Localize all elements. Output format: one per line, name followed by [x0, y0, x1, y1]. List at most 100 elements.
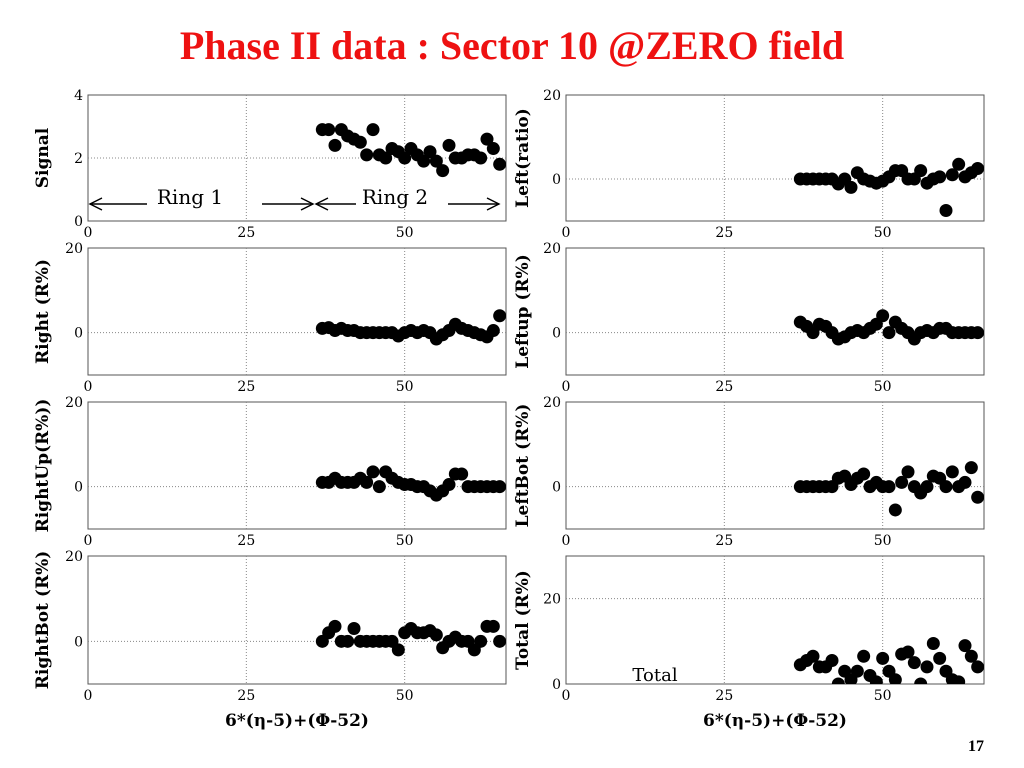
x-tick-label: 25	[237, 533, 255, 549]
x-tick-label: 0	[84, 379, 93, 395]
data-point	[391, 643, 405, 657]
chart-rightup: 0 25 50 0 20 RightUp(R%))	[33, 395, 507, 549]
data-point	[417, 154, 431, 168]
ring1-left-arrow-head	[88, 197, 103, 211]
data-point	[831, 677, 845, 684]
plot-frame	[565, 247, 985, 376]
x-tick-label: 0	[84, 533, 93, 549]
y-axis-label: Right (R%)	[33, 259, 53, 364]
data-point	[939, 204, 953, 217]
data-point	[455, 467, 469, 481]
x-tick-label: 50	[874, 225, 892, 241]
x-tick-label: 50	[396, 688, 414, 704]
ring2-left-arrow-head	[314, 197, 329, 211]
data-point	[360, 475, 374, 489]
data-point	[366, 465, 380, 479]
data-point	[964, 649, 978, 663]
data-point	[328, 138, 342, 152]
y-tick-label: 20	[65, 241, 83, 257]
data-point	[952, 157, 966, 171]
data-point	[876, 309, 890, 323]
data-point	[429, 154, 443, 168]
data-point	[958, 639, 972, 653]
plot-frame	[565, 94, 985, 222]
y-tick-label: 20	[543, 88, 561, 104]
data-points	[315, 465, 506, 502]
data-point	[825, 654, 839, 668]
data-point	[493, 309, 506, 323]
x-tick-label: 50	[396, 379, 414, 395]
data-point	[322, 123, 336, 137]
page-number: 17	[968, 738, 984, 755]
x-tick-label: 25	[715, 688, 733, 704]
data-point	[486, 619, 500, 633]
slide-title: Phase II data : Sector 10 @ZERO field	[179, 23, 845, 68]
chart-leftup: 0 25 50 0 20 Leftup (R%)	[513, 241, 985, 395]
data-point	[952, 675, 966, 684]
x-tick-label: 0	[562, 225, 571, 241]
x-axis-label: 6*(η-5)+(Φ-52)	[225, 711, 369, 731]
data-point	[806, 649, 820, 663]
y-tick-label: 20	[543, 592, 561, 608]
y-tick-label: 0	[552, 172, 561, 188]
data-point	[901, 645, 915, 659]
data-point	[920, 480, 934, 494]
data-point	[480, 132, 494, 146]
data-point	[493, 157, 506, 171]
x-tick-label: 50	[396, 225, 414, 241]
y-axis-label: RightBot (R%)	[33, 551, 53, 690]
data-point	[876, 651, 890, 665]
y-axis-label: RightUp(R%))	[33, 399, 53, 533]
y-tick-label: 20	[543, 395, 561, 411]
x-tick-label: 25	[715, 379, 733, 395]
chart-total: 0 25 50 0 20 Total (R%) 6*(η-5)+(Φ-52) Total	[513, 555, 985, 731]
data-points	[793, 636, 984, 684]
x-axis-label: 6*(η-5)+(Φ-52)	[703, 711, 847, 731]
plot-frame	[87, 401, 507, 530]
data-point	[442, 138, 456, 152]
x-tick-label: 25	[715, 225, 733, 241]
data-point	[436, 164, 450, 178]
data-point	[850, 664, 864, 678]
data-point	[869, 675, 883, 684]
data-point	[914, 677, 928, 684]
data-point	[429, 628, 443, 642]
data-point	[939, 480, 953, 494]
data-point	[353, 135, 367, 149]
x-tick-label: 0	[562, 379, 571, 395]
data-point	[933, 170, 947, 184]
data-point	[474, 151, 488, 165]
data-point	[958, 475, 972, 489]
y-tick-label: 0	[552, 326, 561, 342]
x-tick-label: 50	[874, 688, 892, 704]
x-tick-label: 25	[715, 533, 733, 549]
data-point	[895, 475, 909, 489]
data-points	[793, 461, 984, 517]
y-axis-label: Left(ratio)	[513, 108, 533, 208]
y-axis-label: Leftup (R%)	[513, 254, 533, 368]
x-tick-label: 0	[84, 225, 93, 241]
x-tick-label: 25	[237, 688, 255, 704]
plot-frame	[565, 555, 985, 685]
data-point	[901, 465, 915, 479]
ring1-right-arrow-head	[300, 197, 315, 211]
y-tick-label: 0	[552, 480, 561, 496]
data-point	[423, 145, 437, 159]
y-tick-label: 20	[65, 549, 83, 565]
chart-right: 0 25 50 0 20 Right (R%)	[33, 241, 507, 395]
data-points	[315, 619, 506, 657]
data-point	[341, 634, 355, 648]
chart-leftbot: 0 25 50 0 20 LeftBot (R%)	[513, 395, 985, 549]
ring2-right-arrow-head	[486, 197, 501, 211]
y-tick-label: 2	[74, 151, 83, 167]
plot-frame	[87, 555, 507, 685]
annotation-ring-2: Ring 2	[362, 185, 428, 209]
data-points	[315, 309, 506, 346]
annotation-ring-1: Ring 1	[157, 185, 223, 209]
x-tick-label: 0	[84, 688, 93, 704]
data-point	[888, 503, 902, 517]
x-tick-label: 25	[237, 379, 255, 395]
data-point	[971, 660, 984, 674]
y-axis-label: Total (R%)	[513, 570, 533, 670]
